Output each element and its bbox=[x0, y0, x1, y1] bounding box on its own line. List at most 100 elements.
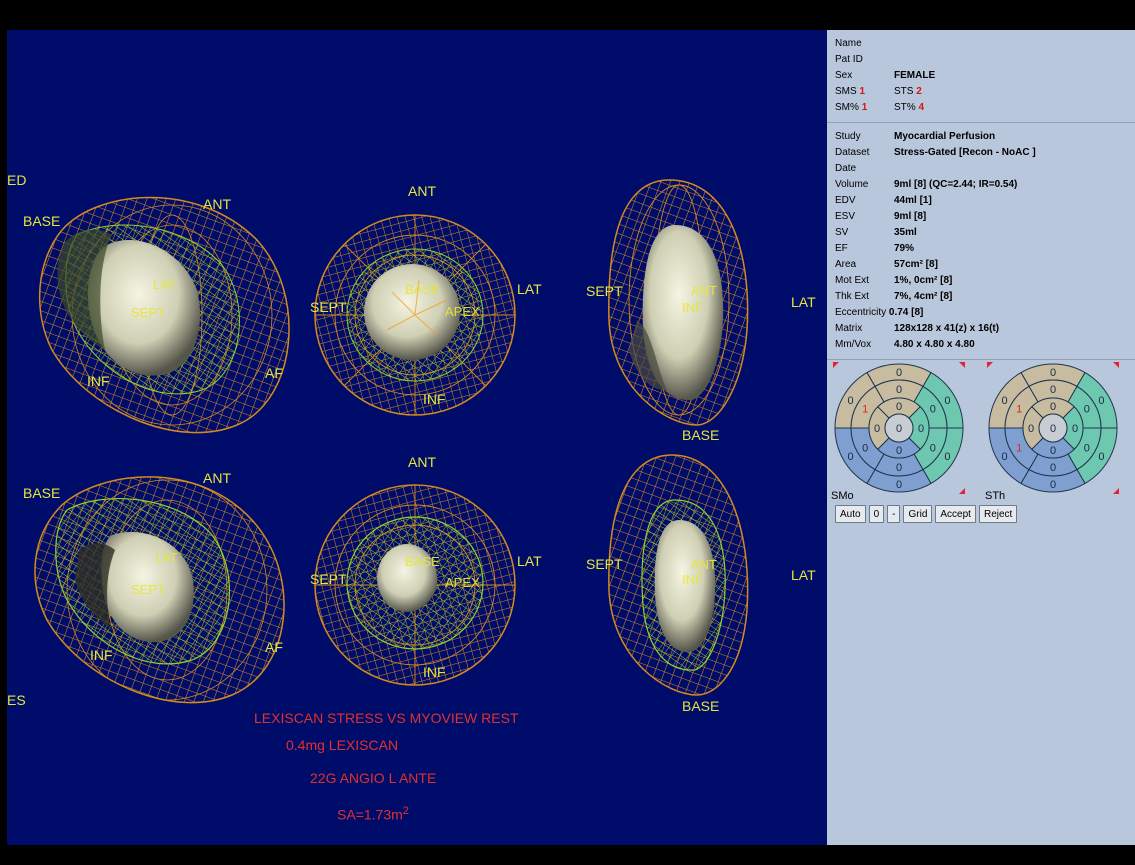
left-mid-value: 0 bbox=[896, 384, 902, 396]
left-mid-value: 0 bbox=[896, 462, 902, 474]
zero-button[interactable]: 0 bbox=[868, 505, 885, 523]
sts-label: STS bbox=[894, 86, 914, 97]
right-outer-value: 0 bbox=[1001, 395, 1007, 407]
esv-value: 9ml [8] bbox=[894, 211, 927, 222]
dataset-label: Dataset bbox=[835, 147, 870, 158]
sv-label: SV bbox=[835, 227, 849, 238]
left-inner-value: 0 bbox=[874, 423, 880, 435]
left-apex-value: 0 bbox=[896, 423, 902, 435]
top3-lat: LAT bbox=[791, 294, 816, 310]
dataset-value: Stress-Gated [Recon - NoAC ] bbox=[894, 147, 1036, 158]
sex-label: Sex bbox=[835, 70, 853, 81]
right-inner-value: 0 bbox=[1050, 401, 1056, 413]
top3-base: BASE bbox=[682, 427, 720, 443]
left-inner-value: 0 bbox=[918, 423, 924, 435]
motext-label: Mot Ext bbox=[835, 275, 869, 286]
bottom2-inf: INF bbox=[423, 664, 446, 680]
top1-ant: ANT bbox=[203, 196, 231, 212]
right-inner-value: 0 bbox=[1028, 423, 1034, 435]
3d-viewport[interactable]: ED ES BASE ANT LAT SEPT INF AF ANT SEPT … bbox=[7, 30, 827, 845]
bottom3-sept: SEPT bbox=[586, 556, 623, 572]
minus-button[interactable]: - bbox=[887, 505, 901, 523]
bottom2-apex: APEX bbox=[445, 575, 480, 590]
top1-inf: INF bbox=[87, 373, 110, 389]
mmvox-label: Mm/Vox bbox=[835, 339, 872, 350]
left-apex-segment[interactable] bbox=[884, 413, 914, 443]
left-outer-value: 0 bbox=[896, 479, 902, 491]
study-label: Study bbox=[835, 131, 861, 142]
sms-label: SMS bbox=[835, 86, 857, 97]
model-top-3 bbox=[608, 179, 749, 426]
top1-lat: LAT bbox=[153, 277, 176, 292]
top1-base: BASE bbox=[23, 213, 61, 229]
right-outer-value: 0 bbox=[1098, 395, 1104, 407]
reject-button[interactable]: Reject bbox=[978, 505, 1018, 523]
matrix-label: Matrix bbox=[835, 323, 863, 334]
bottom1-lat: LAT bbox=[155, 550, 178, 565]
button-bar: Auto 0 - Grid Accept Reject bbox=[827, 505, 1135, 523]
annotation-line-4: SA=1.73m2 bbox=[337, 805, 409, 823]
right-mid-value: 1 bbox=[1016, 404, 1022, 416]
name-label: Name bbox=[835, 38, 862, 49]
sms-value: 1 bbox=[859, 86, 866, 97]
bottom-bar bbox=[0, 845, 1135, 865]
right-apex-segment[interactable] bbox=[1038, 413, 1068, 443]
ef-label: EF bbox=[835, 243, 848, 254]
ventricle-models bbox=[34, 179, 749, 704]
matrix-value: 128x128 x 41(z) x 16(t) bbox=[894, 323, 1000, 334]
right-inner-value: 0 bbox=[1050, 445, 1056, 457]
smp-value: 1 bbox=[861, 102, 868, 113]
study-value: Myocardial Perfusion bbox=[894, 131, 996, 142]
bottom1-base: BASE bbox=[23, 485, 61, 501]
bottom2-ant: ANT bbox=[408, 454, 436, 470]
phase-label-es: ES bbox=[7, 692, 26, 708]
right-inner-value: 0 bbox=[1072, 423, 1078, 435]
left-outer-value: 0 bbox=[896, 367, 902, 379]
left-mid-value: 0 bbox=[930, 404, 936, 416]
thkext-label: Thk Ext bbox=[835, 291, 869, 302]
left-mid-value: 0 bbox=[930, 443, 936, 455]
auto-button[interactable]: Auto bbox=[835, 505, 866, 523]
phase-label-ed: ED bbox=[7, 172, 27, 188]
annotation-line-2: 0.4mg LEXISCAN bbox=[286, 737, 399, 753]
left-outer-value: 0 bbox=[944, 451, 950, 463]
info-panel: Name Pat ID Sex FEMALE SMS 1 STS 2 SM% 1 ST… bbox=[827, 30, 1135, 845]
esv-label: ESV bbox=[835, 211, 856, 222]
accept-button[interactable]: Accept bbox=[935, 505, 976, 523]
bottom3-inf: INF bbox=[682, 572, 703, 587]
bottom1-sept: SEPT bbox=[131, 582, 165, 597]
smp-label: SM% bbox=[835, 102, 859, 113]
model-top-1 bbox=[38, 196, 290, 434]
annotation-line-1: LEXISCAN STRESS VS MYOVIEW REST bbox=[254, 710, 519, 726]
corner-marker-icon bbox=[1113, 362, 1119, 368]
mmvox-value: 4.80 x 4.80 x 4.80 bbox=[894, 339, 975, 350]
bottom3-base: BASE bbox=[682, 698, 720, 714]
top2-inf: INF bbox=[423, 391, 446, 407]
left-mid-value: 0 bbox=[862, 443, 868, 455]
edv-label: EDV bbox=[835, 195, 856, 206]
right-outer-value: 0 bbox=[1001, 451, 1007, 463]
model-bottom-3 bbox=[608, 454, 749, 696]
date-label: Date bbox=[835, 163, 857, 174]
bottom3-lat: LAT bbox=[791, 567, 816, 583]
model-bottom-2 bbox=[314, 484, 516, 686]
stp-label: ST% bbox=[894, 102, 916, 113]
stp-value: 4 bbox=[918, 102, 925, 113]
eccentricity-value: 0.74 [8] bbox=[888, 307, 924, 318]
sv-value: 35ml bbox=[894, 227, 917, 238]
edv-value: 44ml [1] bbox=[894, 195, 932, 206]
right-mid-value: 0 bbox=[1050, 384, 1056, 396]
grid-button[interactable]: Grid bbox=[903, 505, 933, 523]
model-bottom-1 bbox=[34, 476, 285, 704]
corner-marker-icon bbox=[959, 362, 965, 368]
thkext-value: 7%, 4cm² [8] bbox=[894, 291, 953, 302]
bottom3-ant: ANT bbox=[691, 557, 717, 572]
top2-ant: ANT bbox=[408, 183, 436, 199]
bottom2-lat: LAT bbox=[517, 553, 542, 569]
sex-value: FEMALE bbox=[894, 70, 936, 81]
bottom1-inf: INF bbox=[90, 647, 113, 663]
